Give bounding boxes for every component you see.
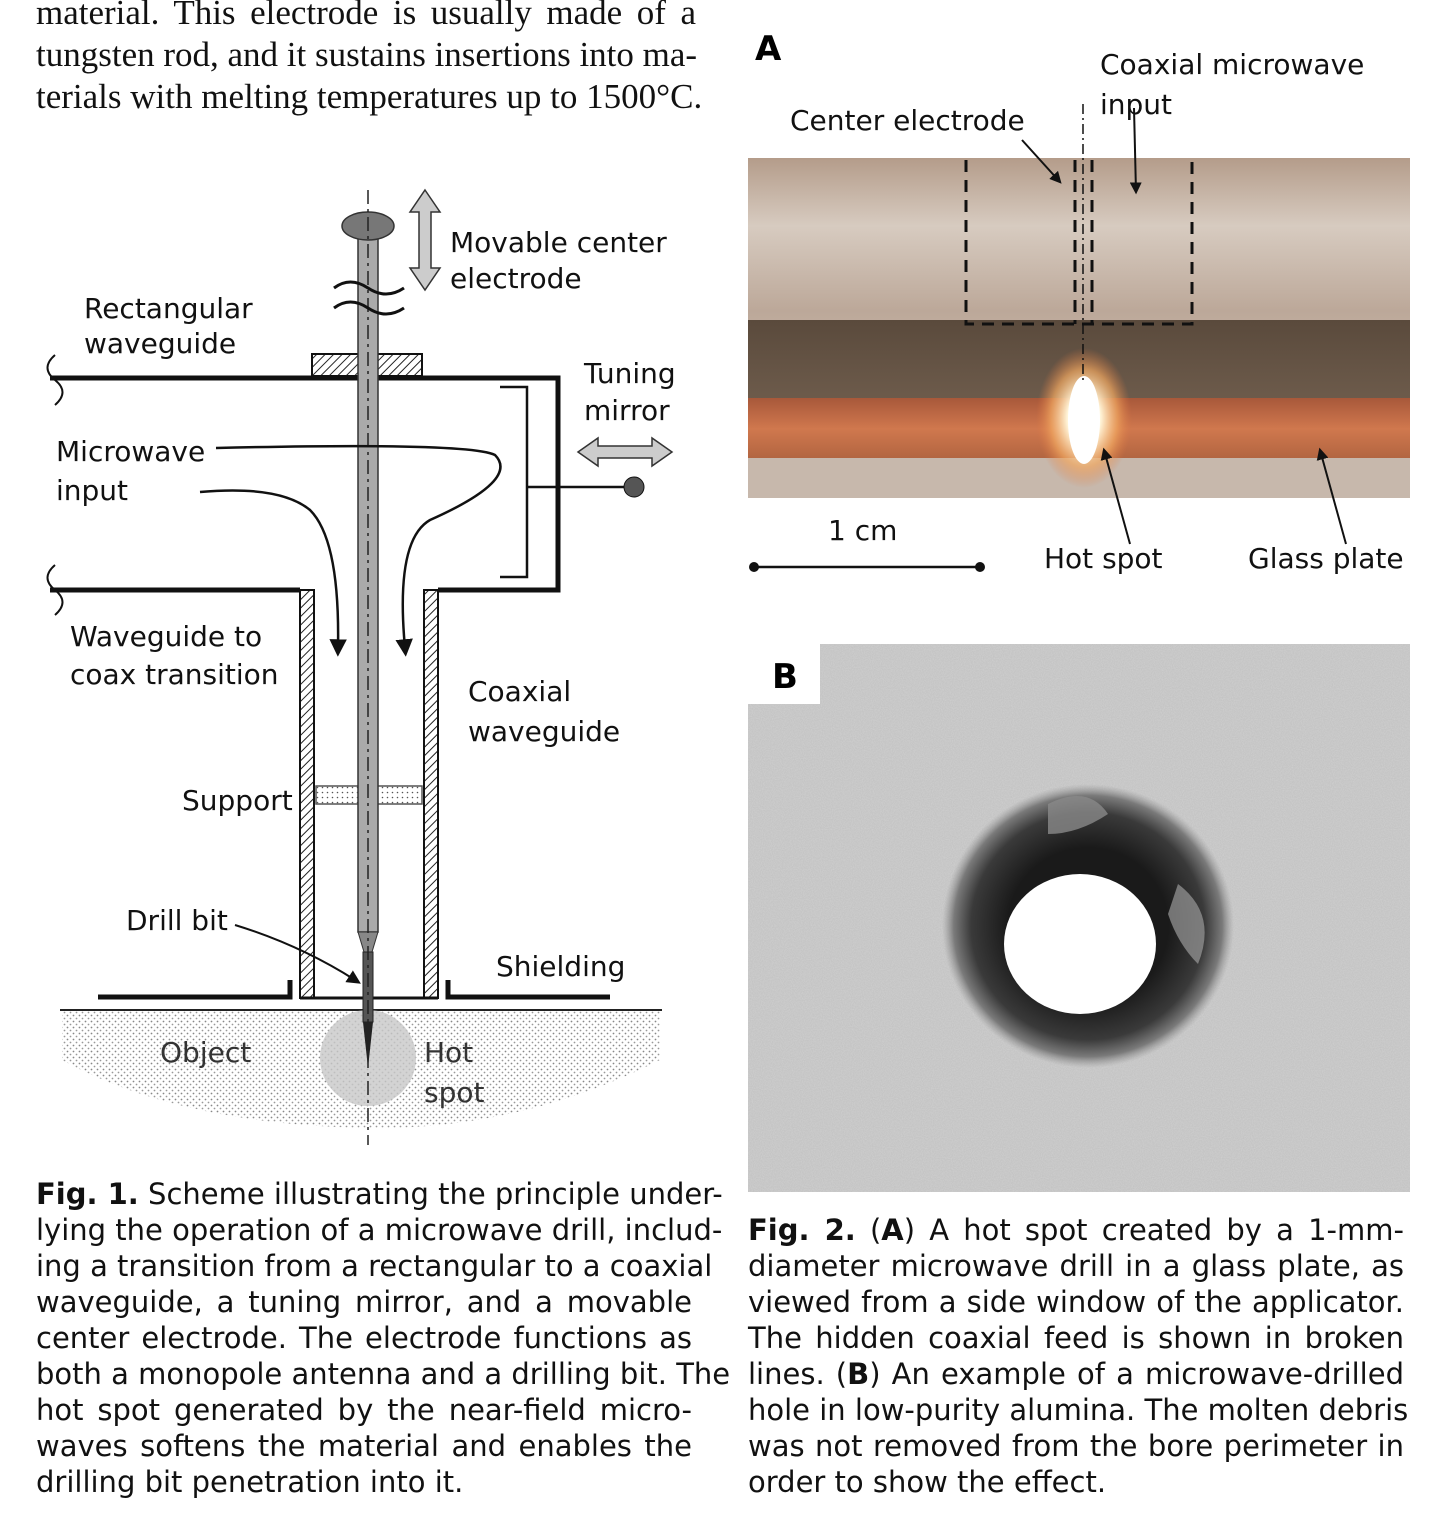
label-coaxial: Coaxial [468, 675, 571, 708]
caption-line: waveguide, a tuning mirror, and a movabl… [36, 1285, 692, 1319]
figure-1-diagram: Movable center electrode Rectangular wav… [46, 188, 676, 1145]
label-glass-plate: Glass plate [1248, 542, 1404, 575]
rectangular-waveguide [50, 375, 561, 593]
tuning-knob [623, 476, 645, 498]
caption-line: The hidden coaxial feed is shown in brok… [748, 1321, 1404, 1355]
tuning-mirror [500, 385, 628, 579]
caption-line: Fig. 2. (A) A hot spot created by a 1-mm… [748, 1212, 1404, 1248]
intro-line: terials with melting temperatures up to … [36, 77, 703, 116]
intro-paragraph: material. This electrode is usually made… [36, 0, 703, 118]
movable-arrow-icon [408, 188, 442, 292]
label-input: input [56, 474, 128, 507]
caption-text: ) An example of a microwave-drilled [869, 1357, 1404, 1391]
figure-2b-photo: B [748, 644, 1410, 1192]
caption-line: order to show the effect. [748, 1465, 1107, 1499]
caption-line: viewed from a side window of the applica… [748, 1285, 1404, 1319]
label-waveguide: waveguide [84, 327, 236, 360]
label-movable-center: Movable center [450, 226, 667, 259]
caption-ref-b: B [847, 1357, 870, 1391]
caption-line: waves softens the material and enables t… [36, 1429, 692, 1463]
label-coaxial-microwave: Coaxial microwave [1100, 48, 1364, 81]
caption-ref-a: A [881, 1213, 904, 1247]
panel-a-letter: A [755, 29, 782, 69]
dashed-coax-feed [964, 160, 1194, 326]
caption-text: ) A hot spot created by a 1-mm- [903, 1213, 1404, 1247]
caption-text: lines. ( [748, 1357, 848, 1391]
caption-label: Fig. 1. [36, 1177, 139, 1211]
photo-hot-spot-core [1068, 376, 1100, 464]
label-center-electrode: Center electrode [790, 104, 1025, 137]
label-coax-waveguide: waveguide [468, 715, 620, 748]
label-tuning: Tuning [583, 357, 676, 390]
figure-2a-photo: A Coaxial microwave input Center electro… [748, 29, 1410, 575]
panel-b-letter-box [748, 644, 820, 704]
caption-line: ing a transition from a rectangular to a… [36, 1249, 713, 1283]
label-rectangular: Rectangular [84, 292, 253, 325]
intro-line: material. This electrode is usually made… [36, 0, 696, 32]
drill-bit-leader [234, 924, 361, 984]
caption-line: hot spot generated by the near-field mic… [36, 1393, 692, 1427]
caption-line: was not removed from the bore perimeter … [748, 1429, 1404, 1463]
label-support: Support [182, 784, 293, 817]
caption-line: lines. (B) An example of a microwave-dri… [748, 1356, 1404, 1392]
label-shielding: Shielding [496, 950, 625, 983]
label-coax-transition: coax transition [70, 658, 279, 691]
caption-line: center electrode. The electrode function… [36, 1321, 692, 1355]
caption-line: hole in low-purity alumina. The molten d… [748, 1393, 1409, 1427]
label-hot-spot: Hot spot [1044, 542, 1163, 575]
caption-line: lying the operation of a microwave drill… [36, 1213, 723, 1247]
shielding-plates [98, 980, 610, 1000]
coax-wall-left [299, 589, 315, 999]
label-mirror: mirror [584, 394, 670, 427]
label-electrode: electrode [450, 262, 582, 295]
label-spot: spot [424, 1076, 484, 1109]
caption-line: diameter microwave drill in a glass plat… [748, 1249, 1404, 1283]
label-microwave: Microwave [56, 435, 205, 468]
microwave-flow-left [199, 489, 347, 657]
label-hot: Hot [424, 1036, 473, 1069]
figure-1-caption: Fig. 1. Scheme illustrating the principl… [36, 1176, 731, 1500]
coax-wall-right [423, 589, 439, 999]
label-scale: 1 cm [828, 514, 897, 547]
tuning-arrow-icon [576, 436, 674, 468]
caption-line: both a monopole antenna and a drilling b… [36, 1357, 731, 1391]
label-waveguide-to: Waveguide to [70, 620, 262, 653]
label-object: Object [160, 1036, 251, 1069]
caption-label: Fig. 2. [748, 1213, 856, 1247]
caption-line: drilling bit penetration into it. [36, 1465, 464, 1499]
figure-2-caption: Fig. 2. (A) A hot spot created by a 1-mm… [748, 1212, 1409, 1500]
microwave-flow-right [215, 444, 502, 657]
caption-text: ( [855, 1213, 882, 1247]
panel-b-letter: B [772, 657, 798, 697]
hole-bore [1004, 874, 1156, 1014]
label-input: input [1100, 88, 1172, 121]
caption-line: Scheme illustrating the principle under- [148, 1177, 723, 1211]
intro-line: tungsten rod, and it sustains insertions… [36, 35, 698, 74]
label-drill-bit: Drill bit [126, 904, 228, 937]
